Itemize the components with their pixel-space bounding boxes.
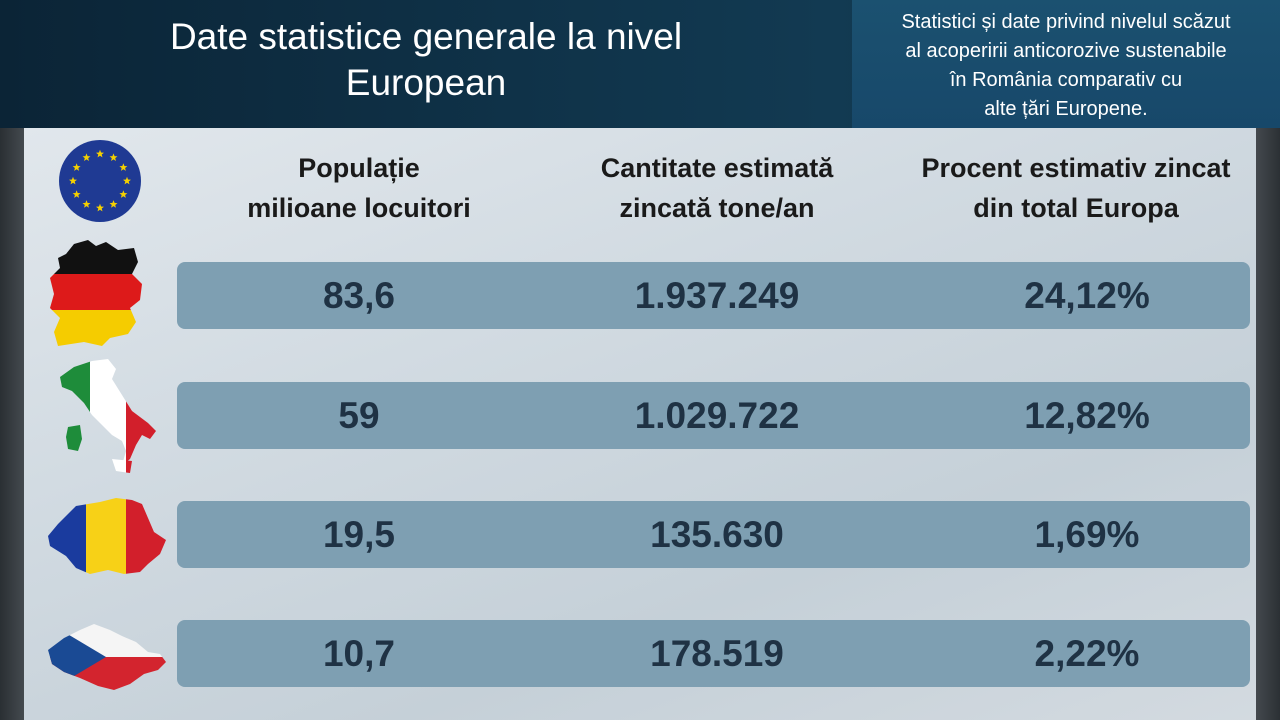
table-row: 10,7 178.519 2,22%: [177, 620, 1250, 687]
cell-population: 10,7: [322, 633, 395, 674]
table-row: 19,5 135.630 1,69%: [177, 501, 1250, 568]
subtitle-line4: alte țări Europene.: [984, 98, 1148, 120]
eu-star-icon: [109, 153, 118, 162]
column-header-population-line1: Populație: [298, 153, 420, 183]
left-edge: [0, 128, 24, 720]
italy-map-flag: [60, 359, 156, 473]
cell-population: 59: [338, 395, 380, 436]
eu-star-icon: [82, 200, 91, 208]
eu-star-icon: [119, 190, 128, 198]
page-title-line2: European: [345, 62, 507, 103]
cell-quantity: 1.937.249: [634, 275, 800, 316]
subtitle-line3: în România comparativ cu: [949, 69, 1183, 91]
table-row: 59 1.029.722 12,82%: [177, 382, 1250, 449]
eu-star-icon: [82, 153, 91, 162]
romania-map-flag: [48, 498, 166, 574]
cell-quantity: 178.519: [650, 633, 784, 674]
header-banner: Date statistice generale la nivel Europe…: [0, 0, 1280, 128]
column-header-quantity-line2: zincată tone/an: [619, 193, 815, 223]
eu-star-icon: [109, 200, 118, 208]
cell-quantity: 135.630: [650, 514, 784, 555]
cell-percent: 12,82%: [1024, 395, 1150, 436]
cell-percent: 2,22%: [1034, 633, 1140, 674]
eu-flag-icon: [59, 140, 141, 222]
cell-population: 83,6: [322, 275, 395, 316]
column-header-population: Populație milioane locuitori: [200, 148, 518, 228]
column-header-percent: Procent estimativ zincat din total Europ…: [892, 148, 1260, 228]
czechia-map-flag: [48, 624, 166, 690]
cell-percent: 1,69%: [1034, 514, 1140, 555]
eu-star-icon: [96, 203, 104, 212]
subtitle-line1: Statistici și date privind nivelul scăzu…: [901, 11, 1231, 33]
eu-star-icon: [72, 190, 81, 198]
eu-star-icon: [123, 176, 131, 185]
right-edge: [1256, 128, 1280, 720]
page-title-line1: Date statistice generale la nivel: [169, 16, 683, 57]
column-header-population-line2: milioane locuitori: [247, 193, 471, 223]
page-title: Date statistice generale la nivel Europe…: [0, 14, 852, 106]
column-header-quantity-line1: Cantitate estimată: [600, 153, 834, 183]
subtitle-line2: al acoperirii anticorozive sustenabile: [905, 40, 1227, 62]
column-header-percent-line1: Procent estimativ zincat: [921, 153, 1231, 183]
cell-population: 19,5: [322, 514, 395, 555]
cell-percent: 24,12%: [1024, 275, 1150, 316]
eu-star-icon: [96, 149, 104, 158]
table-row: 83,6 1.937.249 24,12%: [177, 262, 1250, 329]
cell-quantity: 1.029.722: [634, 395, 800, 436]
column-header-percent-line2: din total Europa: [973, 193, 1179, 223]
column-header-quantity: Cantitate estimată zincată tone/an: [548, 148, 886, 228]
eu-star-icon: [72, 163, 81, 171]
subtitle-box: Statistici și date privind nivelul scăzu…: [852, 0, 1280, 128]
eu-star-icon: [119, 163, 128, 171]
eu-star-icon: [69, 176, 77, 185]
germany-map-flag: [50, 240, 142, 346]
